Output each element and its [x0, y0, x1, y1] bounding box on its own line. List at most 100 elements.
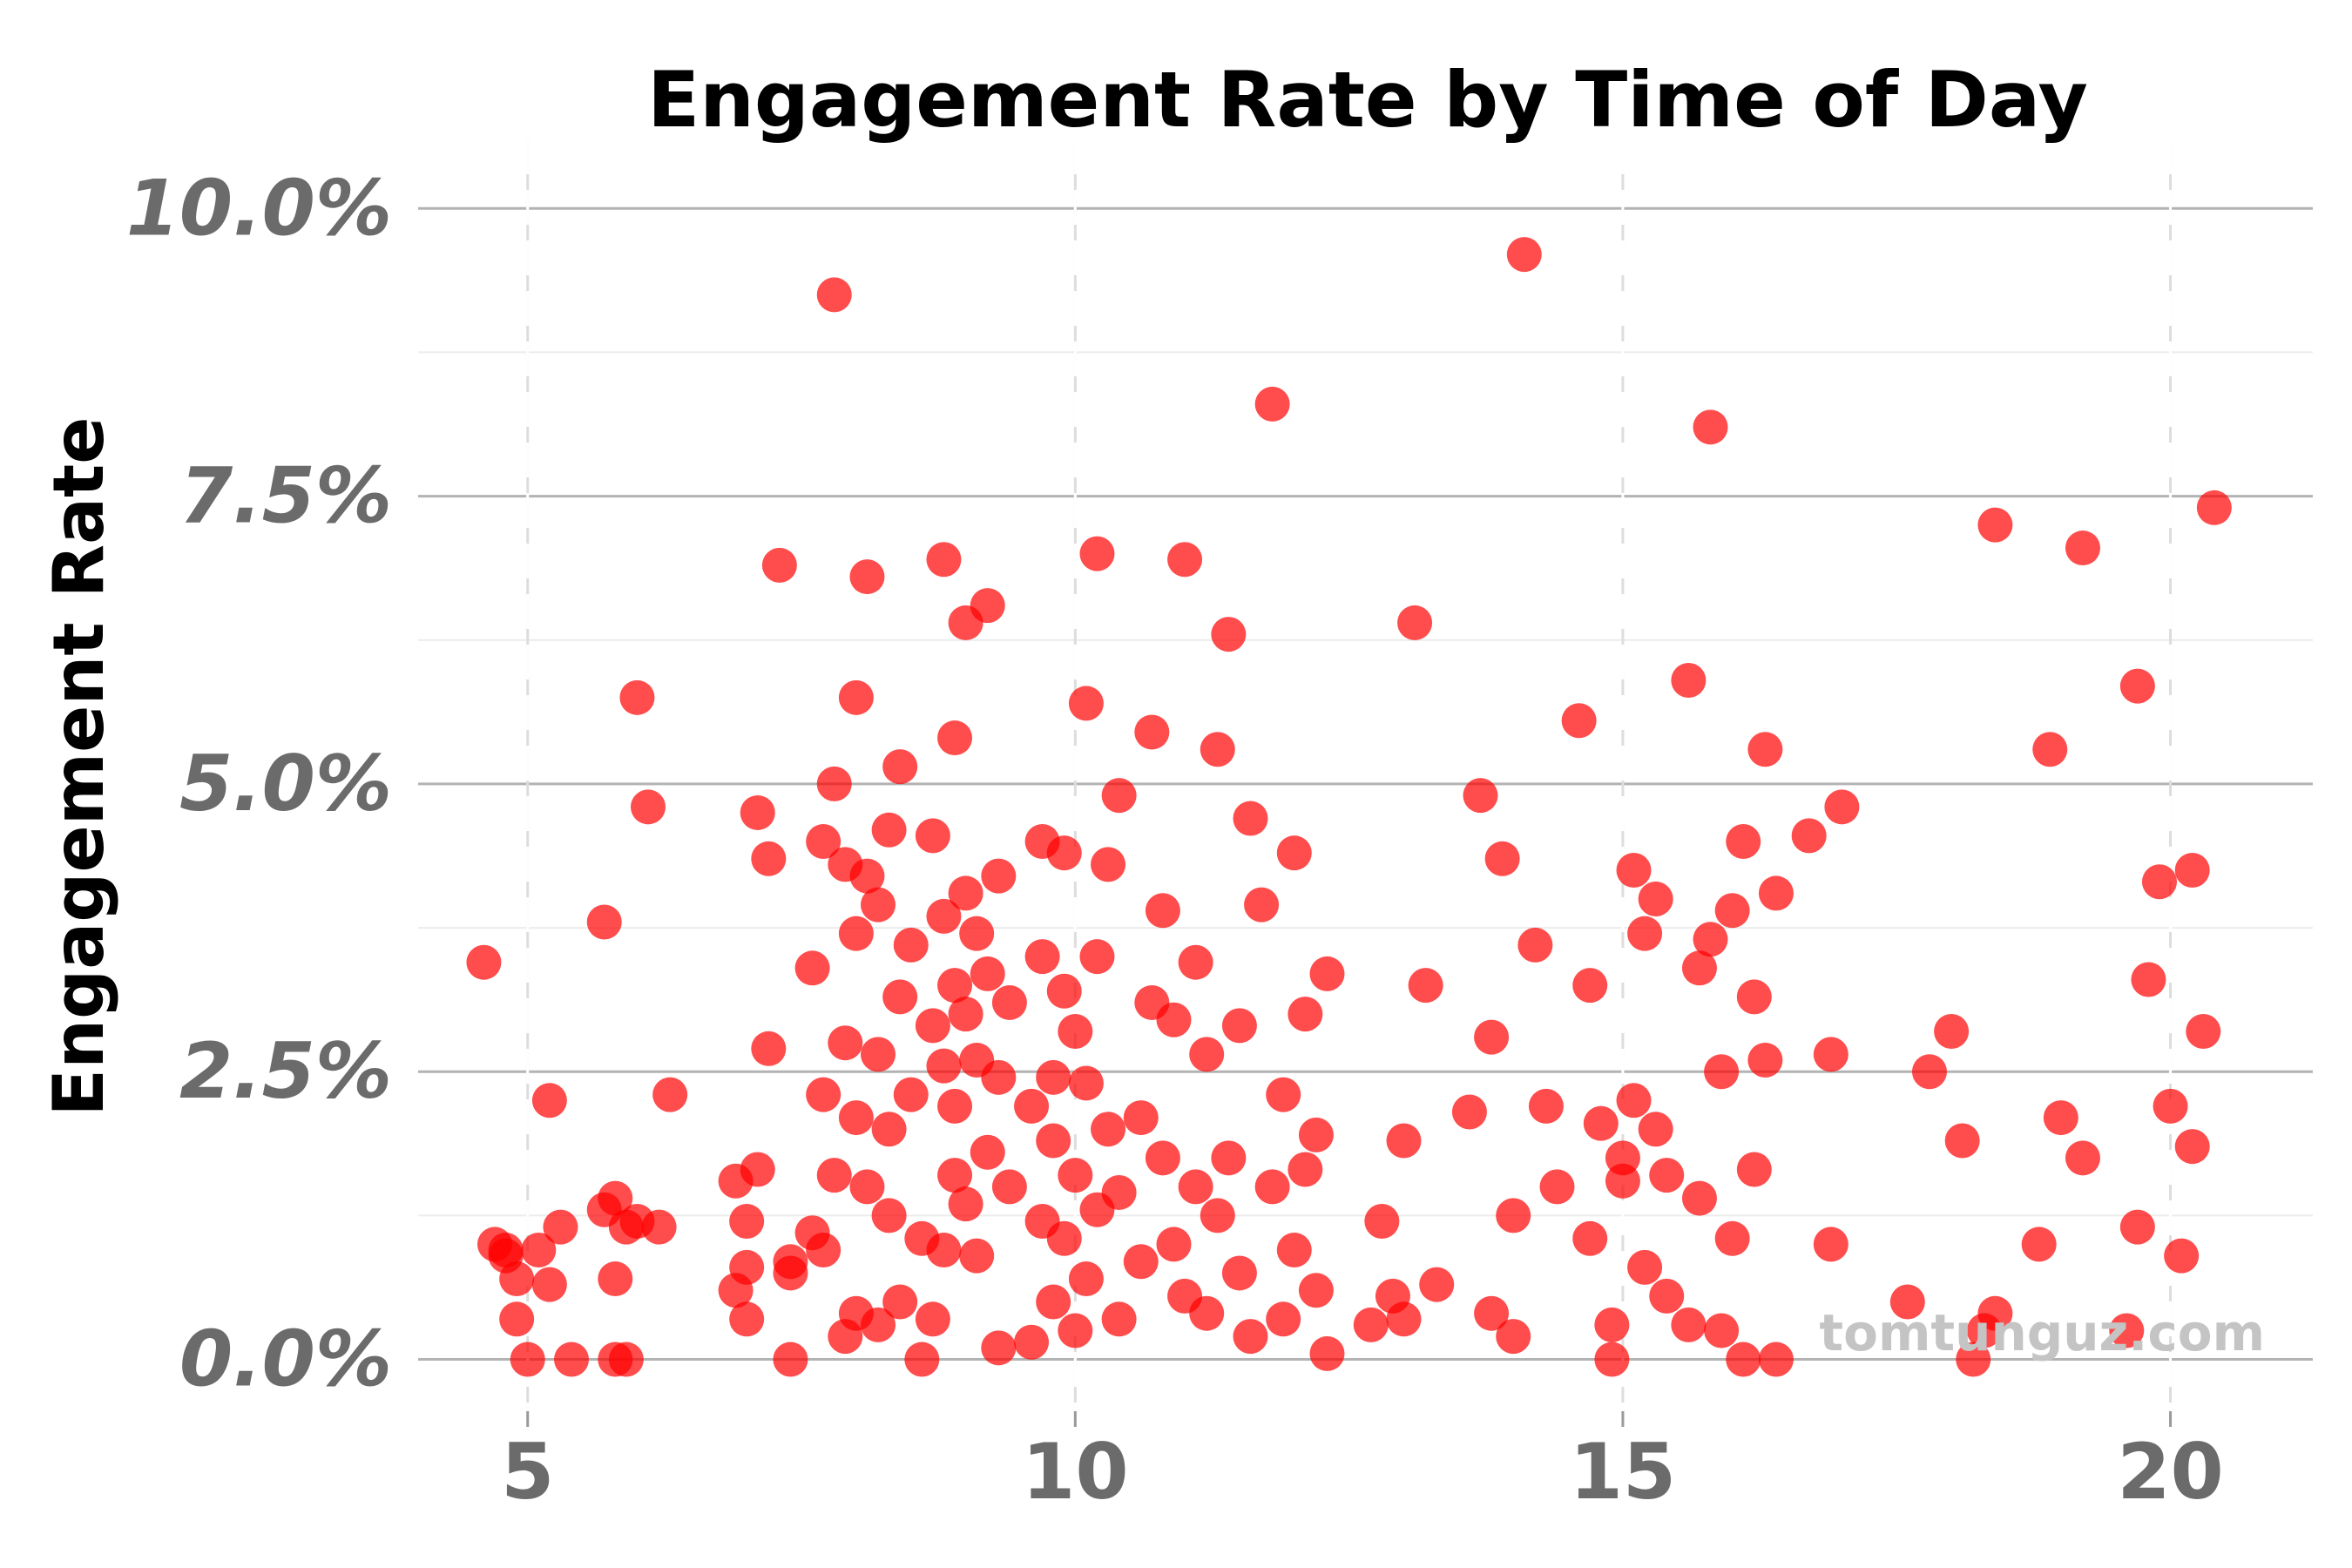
data-point	[1911, 1054, 1947, 1090]
data-point	[2021, 1227, 2057, 1262]
data-point	[1517, 927, 1553, 963]
data-point	[2043, 1100, 2078, 1136]
data-point	[1638, 882, 1673, 917]
data-point	[838, 1100, 874, 1136]
data-point	[2153, 1088, 2188, 1124]
data-point	[1714, 893, 1750, 929]
data-point	[1309, 956, 1345, 991]
data-point	[1036, 1059, 1071, 1095]
x-axis-ticks: 5 10 15 20	[501, 1427, 2224, 1517]
data-point	[1616, 853, 1652, 889]
data-point	[937, 1158, 973, 1193]
data-point	[1726, 823, 1761, 859]
data-point	[1758, 875, 1794, 911]
data-point	[1123, 1100, 1159, 1136]
data-point	[466, 944, 502, 980]
data-point	[1671, 1307, 1707, 1342]
data-point	[761, 547, 797, 583]
data-point	[1101, 1301, 1137, 1337]
data-point	[915, 1301, 950, 1337]
data-point	[1605, 1140, 1640, 1176]
y-axis-ticks: 0.0% 2.5% 5.0% 7.5% 10.0%	[126, 163, 392, 1403]
data-point	[871, 812, 907, 848]
data-point	[2196, 490, 2232, 525]
data-point	[773, 1244, 808, 1280]
data-point	[740, 794, 775, 830]
data-point	[1977, 1295, 2013, 1331]
data-point	[1693, 409, 1728, 445]
data-point	[991, 1169, 1027, 1205]
data-point	[729, 1249, 765, 1285]
watermark: tomtunguz.com	[1819, 1303, 2265, 1362]
data-point	[1386, 1301, 1422, 1337]
data-point	[1211, 1140, 1247, 1176]
data-point	[1726, 1342, 1761, 1377]
data-point	[1233, 801, 1268, 836]
data-point	[1178, 944, 1213, 980]
data-point	[1276, 835, 1312, 871]
data-point	[1496, 1198, 1531, 1233]
y-tick-label: 0.0%	[179, 1315, 392, 1404]
data-point	[1506, 237, 1542, 273]
data-point	[1200, 1198, 1235, 1233]
data-point	[926, 1233, 962, 1268]
data-point	[937, 1088, 973, 1124]
data-point	[838, 679, 874, 715]
data-point	[1014, 1088, 1050, 1124]
data-point	[959, 916, 995, 951]
data-point	[1889, 1284, 1925, 1320]
data-point	[871, 1112, 907, 1147]
data-point	[2065, 1140, 2100, 1176]
data-point	[1145, 893, 1180, 929]
y-tick-label: 2.5%	[179, 1026, 392, 1116]
grid-lines	[418, 139, 2313, 1427]
data-point	[1046, 973, 1082, 1009]
y-tick-label: 10.0%	[126, 163, 392, 253]
data-point	[828, 1025, 863, 1061]
data-point	[937, 968, 973, 1004]
data-point	[1484, 841, 1520, 876]
data-point	[893, 927, 929, 963]
data-point	[510, 1342, 545, 1377]
data-point	[806, 1233, 841, 1268]
data-point	[1693, 922, 1728, 957]
data-point	[1681, 950, 1717, 986]
data-point	[751, 1031, 787, 1066]
data-point	[2174, 853, 2210, 889]
data-point	[1221, 1255, 1257, 1291]
data-point	[1156, 1002, 1192, 1037]
data-point	[1167, 542, 1203, 578]
data-point	[861, 1037, 896, 1072]
data-point	[926, 898, 962, 934]
data-point	[1747, 1043, 1783, 1078]
data-point	[2119, 1209, 2155, 1245]
data-point	[838, 916, 874, 951]
data-point	[849, 559, 885, 595]
data-point	[598, 1180, 633, 1216]
data-point	[1101, 1174, 1137, 1210]
data-point	[937, 720, 973, 756]
data-point	[1594, 1307, 1630, 1342]
data-point	[1134, 714, 1170, 750]
data-point	[1583, 1105, 1619, 1141]
data-point	[1233, 1319, 1268, 1355]
data-point	[861, 887, 896, 923]
data-point	[608, 1342, 644, 1377]
data-point	[1353, 1307, 1389, 1342]
data-point	[1714, 1220, 1750, 1256]
data-point	[1024, 939, 1060, 975]
data-point	[1824, 789, 1860, 825]
data-point	[948, 997, 983, 1032]
data-point	[1189, 1037, 1225, 1072]
data-point	[1288, 1152, 1323, 1187]
data-point	[751, 841, 787, 876]
data-point	[1058, 1013, 1093, 1049]
data-point	[499, 1261, 535, 1297]
data-point	[2119, 668, 2155, 704]
data-point	[2186, 1013, 2221, 1049]
data-point	[1791, 818, 1827, 854]
data-point	[1474, 1019, 1510, 1055]
data-point	[1254, 386, 1290, 422]
data-point	[631, 789, 666, 825]
